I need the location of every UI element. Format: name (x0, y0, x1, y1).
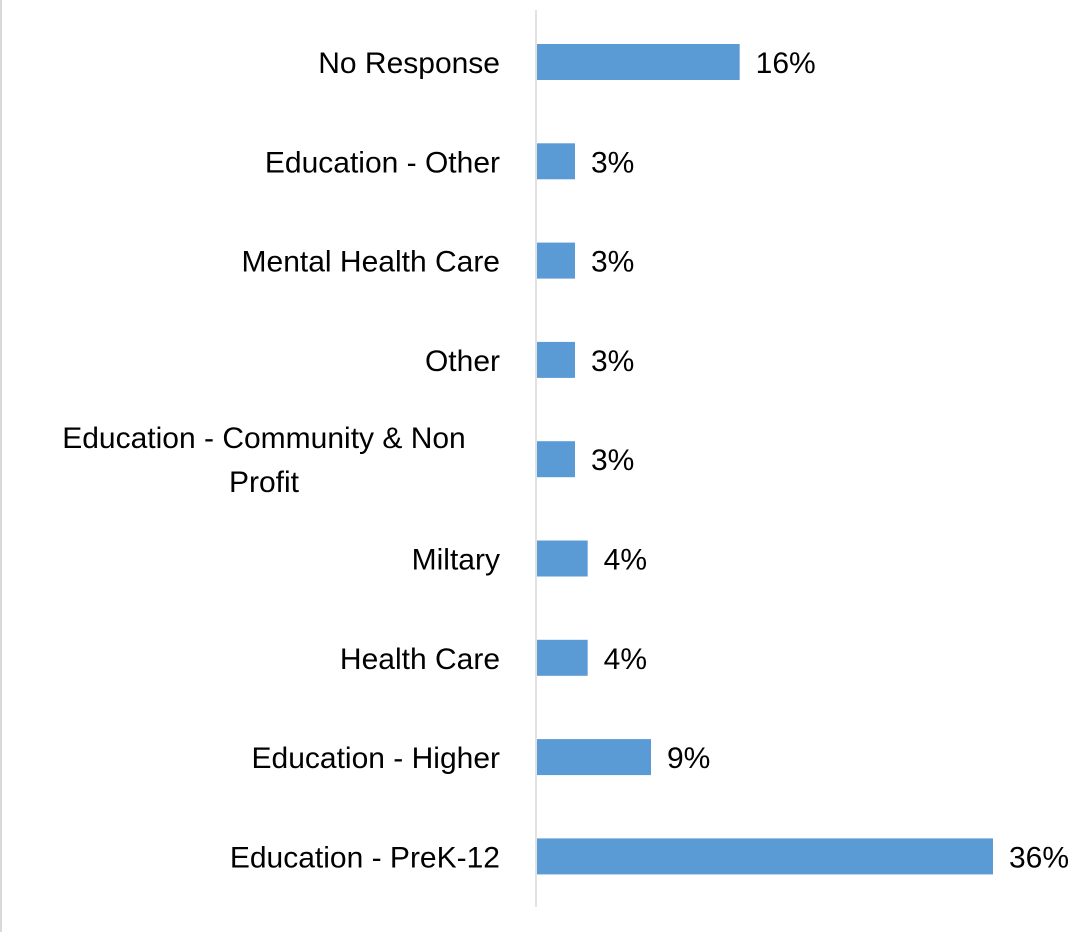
category-label: Other (425, 345, 500, 378)
value-label: 36% (1009, 841, 1069, 874)
value-label: 3% (591, 146, 634, 179)
value-label: 3% (591, 246, 634, 279)
bar (537, 143, 575, 180)
bar (537, 441, 575, 478)
bar (537, 639, 588, 676)
category-label: Education - PreK-12 (230, 841, 500, 874)
bar (537, 540, 588, 577)
bar (537, 44, 740, 80)
value-label: 9% (667, 742, 710, 775)
value-label: 4% (604, 643, 647, 676)
category-labels-group: No Response Education - Other Mental Healt… (62, 47, 500, 874)
bar (537, 838, 993, 875)
category-label-line: Profit (229, 466, 300, 499)
category-label: Mental Health Care (242, 246, 500, 279)
category-label: No Response (318, 47, 500, 80)
category-label: Education - Community & Non Profit (62, 422, 466, 499)
category-label: Education - Other (265, 146, 500, 179)
value-labels-group: 16% 3% 3% 3% 3% 4% 4% 9% 36% (591, 47, 1069, 874)
value-label: 4% (604, 544, 647, 577)
category-label-line: Education - Community & Non (62, 422, 466, 455)
bar (537, 341, 575, 378)
category-label: Miltary (412, 544, 500, 577)
value-label: 3% (591, 444, 634, 477)
category-label: Health Care (340, 643, 500, 676)
value-label: 16% (756, 47, 816, 80)
bars-group (537, 44, 993, 875)
bar (537, 242, 575, 279)
value-label: 3% (591, 345, 634, 378)
category-label: Education - Higher (252, 742, 500, 775)
bar (537, 739, 651, 776)
